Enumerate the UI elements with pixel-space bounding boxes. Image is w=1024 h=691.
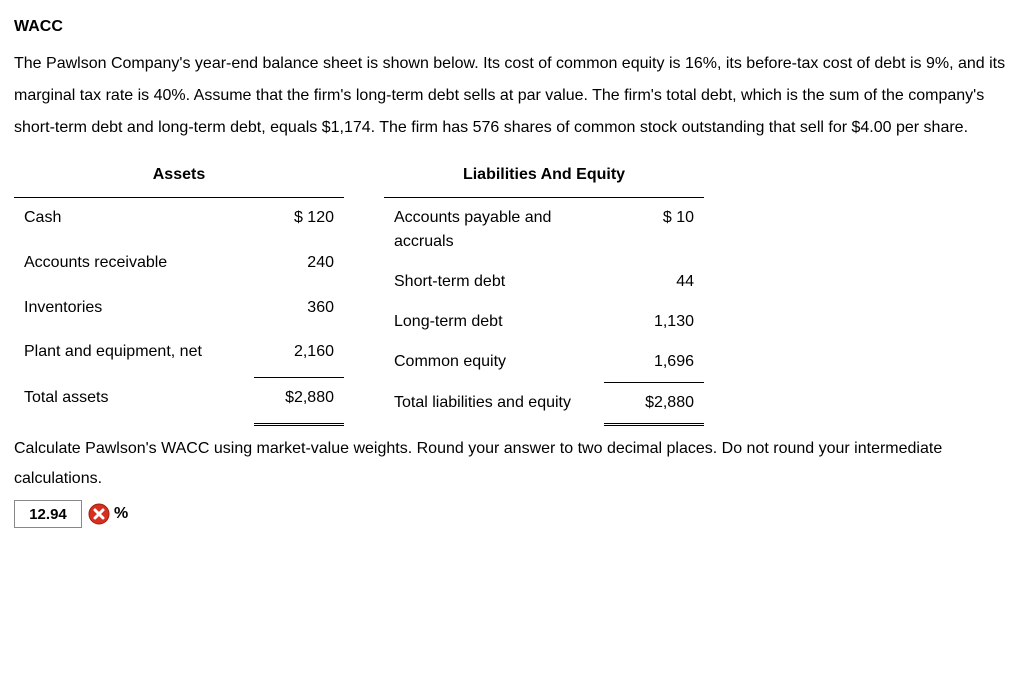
liability-value: $ 10 [604, 198, 704, 263]
table-row: Common equity 1,696 [384, 342, 704, 383]
liability-label: Accounts payable and accruals [384, 198, 604, 263]
table-total-row: Total assets $2,880 [14, 378, 344, 425]
asset-label: Inventories [14, 288, 254, 333]
table-row: Cash $ 120 [14, 198, 344, 243]
assets-total-value: $2,880 [254, 378, 344, 425]
asset-value: $ 120 [254, 198, 344, 243]
table-row: Accounts payable and accruals $ 10 [384, 198, 704, 263]
liability-label: Common equity [384, 342, 604, 383]
table-row: Accounts receivable 240 [14, 243, 344, 288]
table-row: Plant and equipment, net 2,160 [14, 332, 344, 377]
liability-value: 1,130 [604, 302, 704, 342]
problem-title: WACC [14, 12, 1010, 42]
assets-total-label: Total assets [14, 378, 254, 425]
asset-value: 2,160 [254, 332, 344, 377]
balance-sheet-tables: Assets Cash $ 120 Accounts receivable 24… [14, 154, 1010, 427]
question-prompt: Calculate Pawlson's WACC using market-va… [14, 434, 1010, 493]
answer-row: % [14, 499, 1010, 529]
assets-table: Assets Cash $ 120 Accounts receivable 24… [14, 154, 344, 427]
table-total-row: Total liabilities and equity $2,880 [384, 383, 704, 425]
asset-label: Plant and equipment, net [14, 332, 254, 377]
incorrect-icon [88, 503, 110, 525]
liabilities-total-value: $2,880 [604, 383, 704, 425]
liabilities-total-label: Total liabilities and equity [384, 383, 604, 425]
answer-input[interactable] [14, 500, 82, 528]
liability-value: 44 [604, 262, 704, 302]
asset-label: Accounts receivable [14, 243, 254, 288]
table-row: Inventories 360 [14, 288, 344, 333]
asset-value: 360 [254, 288, 344, 333]
liability-value: 1,696 [604, 342, 704, 383]
liability-label: Long-term debt [384, 302, 604, 342]
assets-header: Assets [14, 154, 344, 198]
liabilities-table: Liabilities And Equity Accounts payable … [384, 154, 704, 427]
asset-value: 240 [254, 243, 344, 288]
asset-label: Cash [14, 198, 254, 243]
table-row: Short-term debt 44 [384, 262, 704, 302]
unit-label: % [114, 499, 128, 529]
table-row: Long-term debt 1,130 [384, 302, 704, 342]
liability-label: Short-term debt [384, 262, 604, 302]
problem-statement: The Pawlson Company's year-end balance s… [14, 48, 1010, 144]
liabilities-header: Liabilities And Equity [384, 154, 704, 198]
